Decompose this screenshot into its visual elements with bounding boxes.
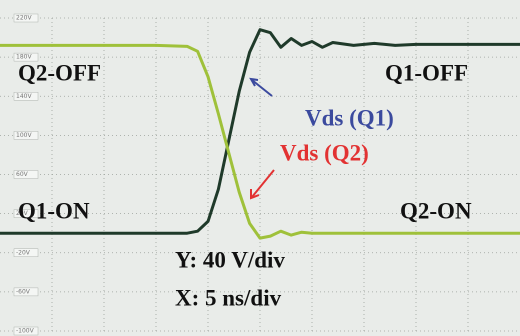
chart: -100V-60V-20V20V60V100V140V180V220V Q2-O…: [0, 0, 520, 336]
y-tick-label: 60V: [16, 171, 29, 178]
y-tick-label: -100V: [16, 328, 35, 335]
annotation: Q1-ON: [18, 198, 90, 223]
y-tick-label: 220V: [16, 15, 32, 22]
annotation: Q1-OFF: [385, 60, 468, 85]
annotation: Vds (Q2): [280, 140, 369, 165]
y-tick-label: 140V: [16, 93, 32, 100]
page: {"chart_data": {"type": "line", "x": [0,…: [0, 0, 520, 336]
annotation: Q2-ON: [400, 198, 472, 223]
y-tick-label: -60V: [16, 288, 31, 295]
y-tick-label: -20V: [16, 249, 31, 256]
annotation: Y: 40 V/div: [175, 247, 285, 272]
y-tick-label: 100V: [16, 132, 32, 139]
annotation: Vds (Q1): [305, 105, 394, 130]
annotation: X: 5 ns/div: [175, 285, 282, 310]
annotation: Q2-OFF: [18, 60, 101, 85]
